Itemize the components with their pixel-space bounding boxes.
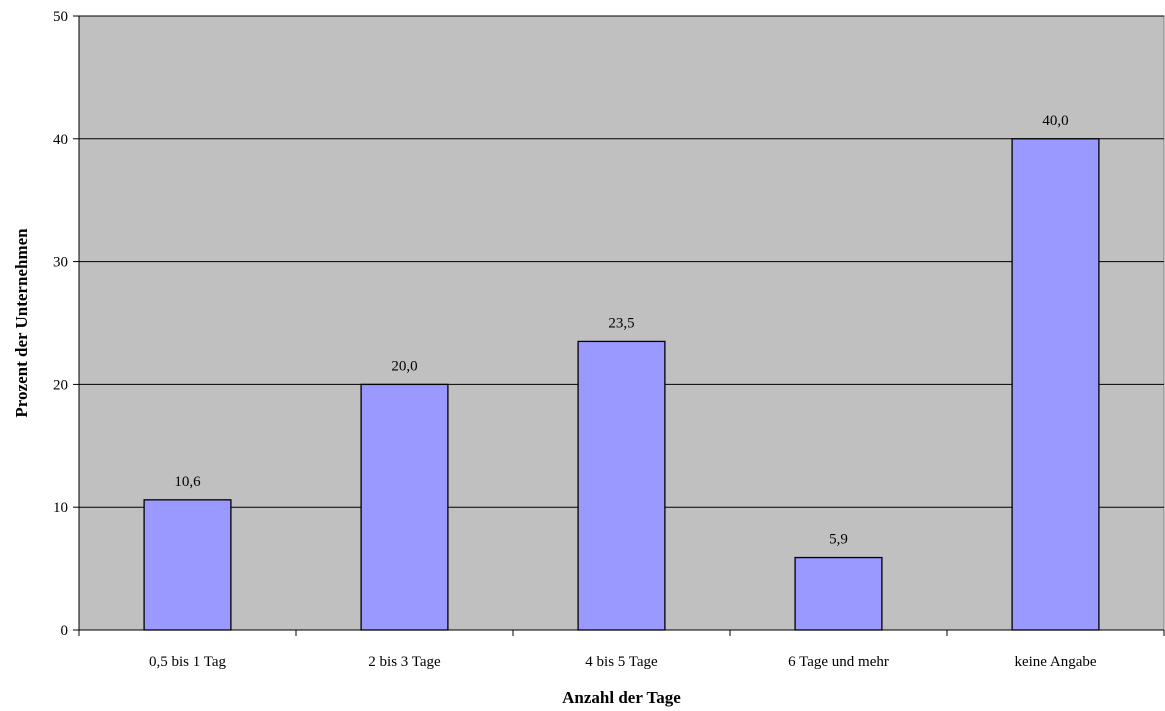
- data-label-4: 40,0: [1042, 113, 1068, 129]
- bars: [143, 138, 1100, 631]
- y-tick-label-0: 0: [61, 623, 69, 639]
- y-tick-label-2: 20: [53, 377, 68, 393]
- labels: 10,6 0,5 bis 1 Tag 20,0 2 bis 3 Tage 23,5 4 b…: [53, 9, 1097, 670]
- data-label-0: 10,6: [174, 474, 201, 490]
- bar-1: [360, 383, 449, 631]
- x-tick-label-3: 6 Tage und mehr: [788, 654, 889, 670]
- x-tick-label-0: 0,5 bis 1 Tag: [149, 654, 227, 670]
- x-tick-label-4: keine Angabe: [1014, 654, 1096, 670]
- x-tick-label-2: 4 bis 5 Tage: [585, 654, 658, 670]
- y-tick-label-5: 50: [53, 9, 68, 25]
- y-tick-label-4: 40: [53, 132, 68, 148]
- bar-2: [577, 340, 666, 631]
- axes: [73, 15, 1165, 636]
- bar-0: [143, 499, 232, 631]
- y-tick-label-1: 10: [53, 500, 68, 516]
- x-tick-label-1: 2 bis 3 Tage: [368, 654, 441, 670]
- y-axis-title: Prozent der Unternehmen: [12, 228, 31, 418]
- bar-3: [794, 556, 883, 631]
- data-label-3: 5,9: [829, 532, 848, 548]
- y-tick-label-3: 30: [53, 255, 68, 271]
- data-label-1: 20,0: [391, 358, 417, 374]
- data-label-2: 23,5: [608, 315, 634, 331]
- x-axis-title: Anzahl der Tage: [562, 688, 681, 707]
- bar-4: [1011, 138, 1100, 631]
